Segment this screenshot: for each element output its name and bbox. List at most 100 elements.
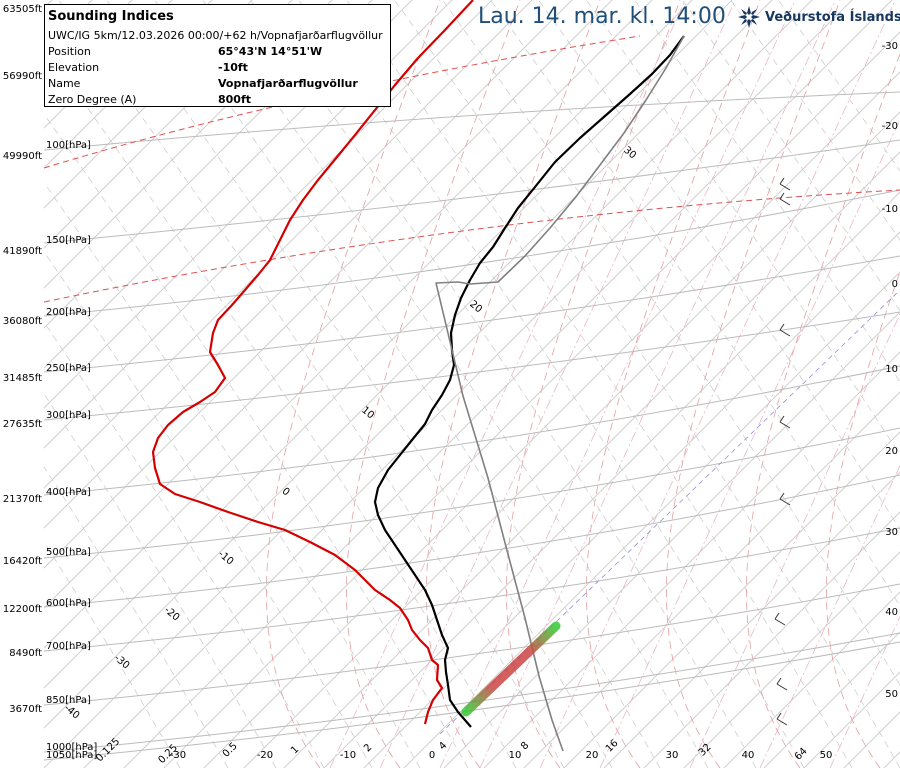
wind-barb-staff — [776, 718, 788, 726]
isotherm-line — [44, 0, 613, 569]
isotherm-line — [563, 431, 900, 768]
isobar-line — [44, 255, 900, 373]
dry-adiabat — [489, 0, 900, 607]
info-label-zero-degree: Zero Degree (A) — [48, 93, 137, 106]
isotherm-line — [163, 31, 900, 768]
bottom-temp-tick-label: 40 — [742, 750, 755, 761]
dry-adiabat — [297, 0, 805, 768]
wind-barb-staff — [779, 198, 791, 206]
moist-adiabat — [746, 52, 900, 768]
dry-adiabat — [44, 393, 277, 768]
dry-adiabat — [44, 251, 373, 768]
wind-barb-staff — [779, 183, 791, 191]
mixing-ratio-tick-label: 16 — [604, 738, 621, 755]
isotherm-line — [44, 0, 293, 249]
isotherm-line — [483, 351, 900, 768]
isotherm-line — [44, 0, 773, 729]
dry-adiabat — [153, 0, 661, 768]
wind-barb-flag — [776, 677, 782, 685]
moist-adiabat — [266, 0, 441, 768]
wind-barb-staff — [774, 618, 786, 626]
mixing-ratio-tick-label: 0.5 — [221, 741, 240, 760]
isotherm-line — [323, 191, 900, 768]
isobar-line — [44, 427, 900, 559]
pressure-tick-label: 250[hPa] — [46, 363, 91, 374]
isobar-line — [44, 139, 900, 244]
wind-barb-flag — [774, 612, 780, 620]
isotherm-line — [44, 0, 813, 768]
moist-adiabat — [586, 0, 761, 768]
moist-adiabat — [666, 0, 841, 768]
dry-adiabat — [105, 0, 613, 768]
isobar-line — [44, 311, 900, 421]
dry-adiabat — [201, 0, 709, 768]
isotherm-line — [44, 0, 493, 449]
isotherm-line — [123, 0, 893, 768]
wind-barb-staff — [779, 498, 791, 506]
altitude-tick-label: 16420ft — [3, 556, 42, 567]
parcel-dashed-line — [439, 289, 900, 735]
wind-barb — [779, 323, 791, 337]
parcel-band — [461, 621, 561, 717]
info-value-elevation: -10ft — [218, 61, 248, 74]
altitude-tick-label: 3670ft — [9, 704, 42, 715]
isotherm-line — [883, 751, 900, 768]
moist-adiabat — [506, 0, 681, 768]
bottom-temp-tick-label: 20 — [586, 750, 599, 761]
info-source: UWC/IG 5km/12.03.2026 00:00/+62 h/Vopnaf… — [48, 29, 383, 42]
isotherm-line — [44, 0, 573, 529]
mixing-ratio-line — [379, 0, 736, 768]
profile-line-2 — [435, 35, 685, 752]
altitude-tick-label: 27635ft — [3, 419, 42, 430]
bottom-temp-tick-label: -10 — [340, 750, 356, 761]
wind-barb-flag — [779, 177, 785, 185]
info-value-position: 65°43'N 14°51'W — [218, 45, 323, 58]
isotherm-line — [44, 0, 413, 369]
isotherm-line — [403, 271, 900, 768]
pressure-tick-label: 700[hPa] — [46, 641, 91, 652]
dry-adiabat — [441, 0, 900, 687]
wind-barb — [776, 677, 788, 691]
wind-barb-flag — [779, 492, 785, 500]
mixing-ratio-tick-label: 32 — [697, 742, 714, 759]
right-temp-tick-label: 0 — [892, 279, 898, 290]
page-title: Lau. 14. mar. kl. 14:00 — [478, 4, 726, 29]
wind-barb — [774, 612, 786, 626]
wind-barb — [779, 415, 791, 429]
dry-adiabat — [44, 466, 229, 768]
wind-barb-flag — [779, 415, 785, 423]
mixing-ratio-tick-label: 4 — [437, 740, 449, 752]
isobar-line — [44, 583, 900, 706]
altitude-tick-label: 36080ft — [3, 316, 42, 327]
isotherm-line — [443, 311, 900, 768]
right-temp-tick-label: 30 — [885, 527, 898, 538]
info-value-zero-degree: 800ft — [218, 93, 252, 106]
dry-adiabat — [44, 321, 325, 768]
isotherm-line — [243, 111, 900, 768]
brand-logo: Veðurstofa Íslands — [738, 6, 900, 28]
pressure-tick-label: 150[hPa] — [46, 235, 91, 246]
altitude-tick-label: 12200ft — [3, 604, 42, 615]
altitude-tick-label: 63505ft — [3, 4, 42, 15]
isotherm-line — [603, 471, 900, 768]
pressure-tick-label: 200[hPa] — [46, 307, 91, 318]
dry-adiabat — [681, 0, 900, 312]
isotherm-label: 0 — [280, 486, 292, 499]
isotherm-label: -10 — [216, 549, 236, 568]
isotherm-line — [203, 71, 900, 768]
dry-adiabat — [44, 46, 517, 768]
isobar-line — [44, 365, 900, 496]
mixing-ratio-tick-label: 0.125 — [94, 736, 122, 764]
profile-line-0 — [151, 0, 474, 725]
altitude-tick-label: 8490ft — [9, 648, 42, 659]
mixing-ratio-tick-label: 64 — [793, 746, 810, 763]
right-temp-tick-label: 20 — [885, 446, 898, 457]
wind-barb — [776, 712, 788, 726]
mixing-ratio-line — [689, 313, 900, 768]
dry-adiabat — [729, 0, 900, 241]
pressure-tick-label: 400[hPa] — [46, 487, 91, 498]
wind-barb — [779, 192, 791, 206]
isotherm-line — [44, 0, 333, 289]
isobar-line — [44, 189, 900, 317]
